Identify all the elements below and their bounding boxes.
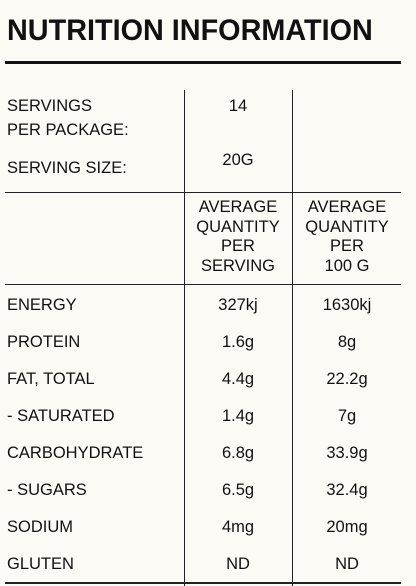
row-per-serving: 327kj [218, 296, 258, 314]
column-divider-2 [292, 90, 293, 586]
header-per-serving-line: QUANTITY [196, 217, 280, 236]
row-label: ENERGY [7, 296, 77, 314]
row-per-serving: 6.8g [221, 444, 255, 462]
row-per-serving: 4mg [221, 518, 255, 536]
divider-after-servings [5, 192, 401, 193]
header-per-serving-line: PER [221, 237, 255, 255]
serving-size-label: SERVING SIZE: [7, 159, 127, 177]
row-per-100g: 1630kj [322, 296, 372, 314]
page-title: NUTRITION INFORMATION [7, 14, 373, 47]
header-per-serving: AVERAGE QUANTITY PER SERVING [184, 198, 292, 276]
row-per-100g: 20mg [326, 518, 368, 536]
row-per-serving: ND [226, 555, 250, 573]
row-per-100g: 7g [337, 407, 357, 425]
table-bottom-rule [5, 582, 401, 584]
divider-after-headers [5, 284, 401, 285]
header-per-100g: AVERAGE QUANTITY PER 100 G [292, 198, 402, 276]
title-rule [5, 61, 401, 64]
row-per-100g: 8g [337, 333, 357, 351]
row-label: GLUTEN [7, 555, 74, 573]
servings-label-line1: SERVINGS [7, 97, 92, 115]
column-divider-1 [184, 90, 185, 586]
header-per-100g-line: QUANTITY [305, 217, 389, 236]
row-label: - SUGARS [7, 481, 87, 499]
row-per-serving: 1.4g [221, 407, 255, 425]
servings-label-line2: PER PACKAGE: [7, 121, 129, 139]
header-per-100g-line: PER [330, 237, 364, 255]
row-per-serving: 1.6g [221, 333, 255, 351]
header-per-serving-line: SERVING [201, 256, 275, 275]
servings-value: 14 [228, 97, 248, 115]
row-label: CARBOHYDRATE [7, 444, 144, 462]
row-per-serving: 6.5g [221, 481, 255, 499]
header-per-serving-line: AVERAGE [198, 198, 278, 216]
row-per-100g: ND [335, 555, 359, 573]
row-per-100g: 33.9g [326, 444, 368, 462]
row-per-100g: 32.4g [326, 481, 368, 499]
header-per-100g-line: AVERAGE [307, 198, 387, 216]
row-label: PROTEIN [7, 333, 81, 351]
serving-size-value: 20G [222, 151, 254, 169]
row-per-100g: 22.2g [326, 370, 368, 388]
row-label: - SATURATED [7, 407, 115, 425]
header-per-100g-line: 100 G [324, 256, 370, 275]
row-label: SODIUM [7, 518, 73, 536]
row-per-serving: 4.4g [221, 370, 255, 388]
row-label: FAT, TOTAL [7, 370, 95, 388]
